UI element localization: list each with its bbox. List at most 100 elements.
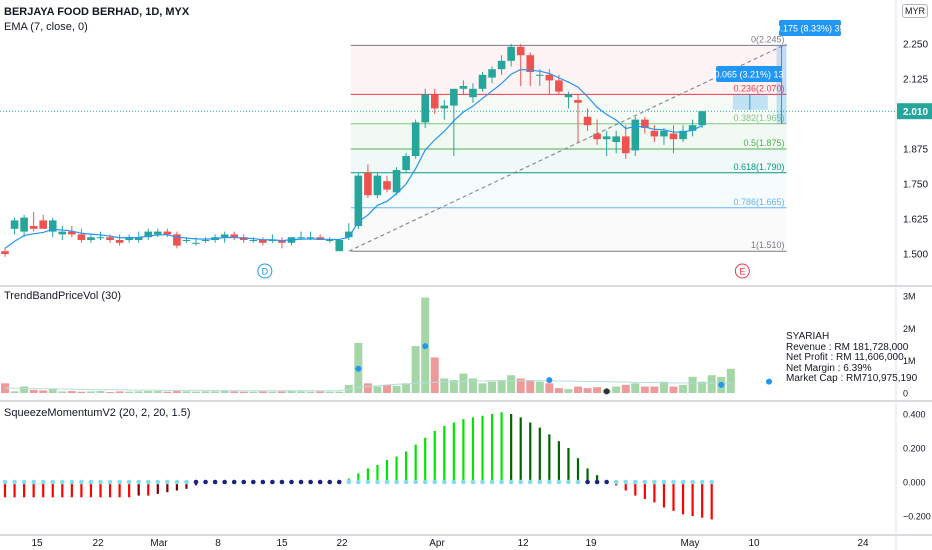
volume-signal-dot (546, 377, 553, 384)
volume-tick-label: 2M (903, 324, 916, 334)
squeeze-dot (604, 479, 609, 485)
squeeze-dot (585, 479, 590, 485)
time-tick-label: May (681, 538, 700, 549)
squeeze-dot (451, 479, 457, 485)
candle-body (134, 237, 143, 240)
candle-body (631, 119, 640, 151)
volume-bar (650, 386, 659, 393)
squeeze-dot (31, 479, 36, 485)
squeeze-dot (69, 479, 75, 485)
squeeze-dot (356, 479, 361, 485)
volume-signal-dot (766, 378, 772, 385)
volume-bar (153, 391, 162, 393)
volume-bar (58, 391, 67, 393)
fib-level-label: 0.236(2.070) (734, 83, 785, 93)
candle-body (507, 46, 515, 61)
squeeze-dot (480, 479, 485, 485)
volume-bar (144, 391, 153, 393)
measure-label: 0.065 (3.21%) 13 (714, 70, 783, 80)
volume-bar (172, 391, 181, 393)
volume-bar (211, 391, 220, 393)
volume-bar (583, 388, 592, 393)
volume-bar (554, 388, 563, 393)
last-price-label: 2.010 (903, 107, 928, 118)
candle-body (593, 133, 601, 140)
candle-body (77, 234, 86, 240)
candle-body (39, 220, 47, 229)
volume-bar (468, 378, 477, 393)
volume-tick-label: 1M (903, 356, 916, 366)
volume-indicator-legend[interactable]: TrendBandPriceVol (30) (4, 290, 121, 302)
candle-body (249, 240, 258, 241)
net-profit-label: Net Profit : RM 11,606,000 (786, 352, 904, 363)
candle-body (1, 251, 9, 254)
squeeze-dot (365, 479, 371, 485)
squeeze-dot (308, 479, 313, 485)
squeeze-dot (298, 479, 304, 485)
volume-bar (459, 373, 468, 393)
symbol-legend[interactable]: BERJAYA FOOD BERHAD, 1D, MYX (4, 6, 190, 18)
price-axes: 1.5001.6251.7501.8752.0002.1252.2502.010… (897, 40, 932, 522)
volume-bar (106, 392, 115, 393)
time-tick-label: 8 (215, 538, 221, 549)
squeeze-tick-label: 0.400 (903, 410, 926, 420)
ema-legend[interactable]: EMA (7, close, 0) (4, 21, 88, 33)
squeeze-dot (50, 479, 56, 485)
candle-body (354, 175, 363, 226)
price-tick-label: 2.250 (903, 40, 928, 51)
squeeze-dot (442, 479, 447, 485)
squeeze-dot (489, 479, 495, 485)
squeeze-dot (79, 479, 84, 485)
candle-body (58, 231, 67, 235)
volume-bar (29, 389, 38, 393)
volume-bar (497, 380, 506, 393)
squeeze-dot (317, 479, 323, 485)
currency-badge[interactable]: MYR (902, 4, 928, 18)
candle-body (144, 231, 153, 238)
time-tick-label: 22 (336, 538, 348, 549)
volume-bar (220, 391, 229, 393)
event-marker-label: D (262, 267, 269, 277)
candle-body (698, 111, 706, 126)
candle-body (612, 136, 620, 142)
candle-body (536, 74, 544, 76)
volume-bar (277, 391, 286, 393)
squeeze-dot (2, 479, 8, 485)
squeeze-dot (174, 479, 180, 485)
volume-signal-dot (718, 381, 725, 388)
volume-bar (239, 391, 248, 393)
time-tick-label: 15 (276, 538, 288, 549)
price-tick-label: 2.125 (903, 75, 928, 86)
candle-body (688, 125, 697, 131)
squeeze-dot (527, 479, 533, 485)
squeeze-dot (336, 479, 342, 485)
squeeze-dot (88, 479, 94, 485)
candle-body (583, 116, 592, 126)
price-tick-label: 1.750 (903, 180, 928, 191)
time-tick-label: 24 (857, 538, 869, 549)
candle-body (459, 86, 468, 89)
price-tick-label: 1.500 (903, 250, 928, 261)
squeeze-indicator-legend[interactable]: SqueezeMomentumV2 (20, 2, 20, 1.5) (4, 407, 191, 419)
volume-bar (325, 391, 334, 393)
squeeze-dot (98, 479, 103, 485)
volume-bar (10, 391, 19, 393)
candle-body (182, 240, 191, 241)
candle-body (392, 170, 401, 193)
fibonacci-retracement: 0(2.245) 0.236(2.070) 0.382(1.965) 0.5(1.87… (350, 34, 787, 252)
volume-bar (67, 391, 76, 393)
squeeze-dot (346, 479, 352, 485)
candle-body (154, 231, 162, 235)
squeeze-dot (613, 479, 619, 485)
volume-signal-dot (603, 388, 610, 395)
volume-bar (726, 368, 735, 393)
time-tick-label: 10 (748, 538, 760, 549)
volume-bar (115, 391, 124, 393)
volume-bar (574, 386, 582, 393)
volume-bar (134, 391, 143, 393)
squeeze-dot (642, 479, 648, 485)
volume-bar (48, 389, 57, 393)
